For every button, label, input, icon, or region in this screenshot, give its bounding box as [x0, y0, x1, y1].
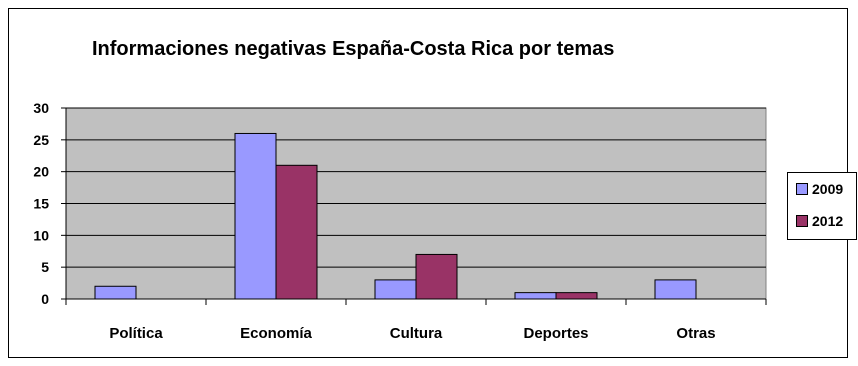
y-tick-label: 20	[33, 164, 49, 180]
bar-2012-economía	[275, 164, 318, 300]
y-tick-label: 30	[33, 100, 49, 116]
x-tick-label: Otras	[676, 325, 715, 342]
chart-title: Informaciones negativas España-Costa Ric…	[92, 38, 615, 60]
x-tick-label: Deportes	[523, 325, 588, 342]
legend-item-2009: 2009	[796, 181, 843, 197]
bar-2009-deportes	[514, 292, 557, 300]
bar-2009-cultura	[374, 279, 417, 300]
y-tick-label: 25	[33, 132, 49, 148]
x-tick-label: Economía	[240, 325, 312, 342]
y-tick-label: 10	[33, 227, 49, 243]
bar-2009-economía	[234, 132, 277, 300]
bar-2012-cultura	[415, 253, 458, 300]
legend-swatch-2009	[796, 183, 808, 196]
legend-label-2009: 2009	[812, 181, 844, 197]
y-tick-label: 0	[41, 291, 49, 307]
bar-2009-política	[94, 285, 137, 300]
bar-2012-deportes	[555, 292, 598, 300]
legend-item-2012: 2012	[796, 213, 843, 229]
x-tick-label: Cultura	[390, 325, 443, 342]
legend-swatch-2012	[796, 215, 808, 228]
y-tick-label: 15	[33, 196, 49, 212]
bar-2009-otras	[654, 279, 697, 300]
legend-label-2012: 2012	[812, 213, 844, 229]
legend: 2009 2012	[787, 172, 857, 240]
x-tick-label: Política	[109, 325, 163, 342]
y-tick-label: 5	[41, 259, 49, 275]
